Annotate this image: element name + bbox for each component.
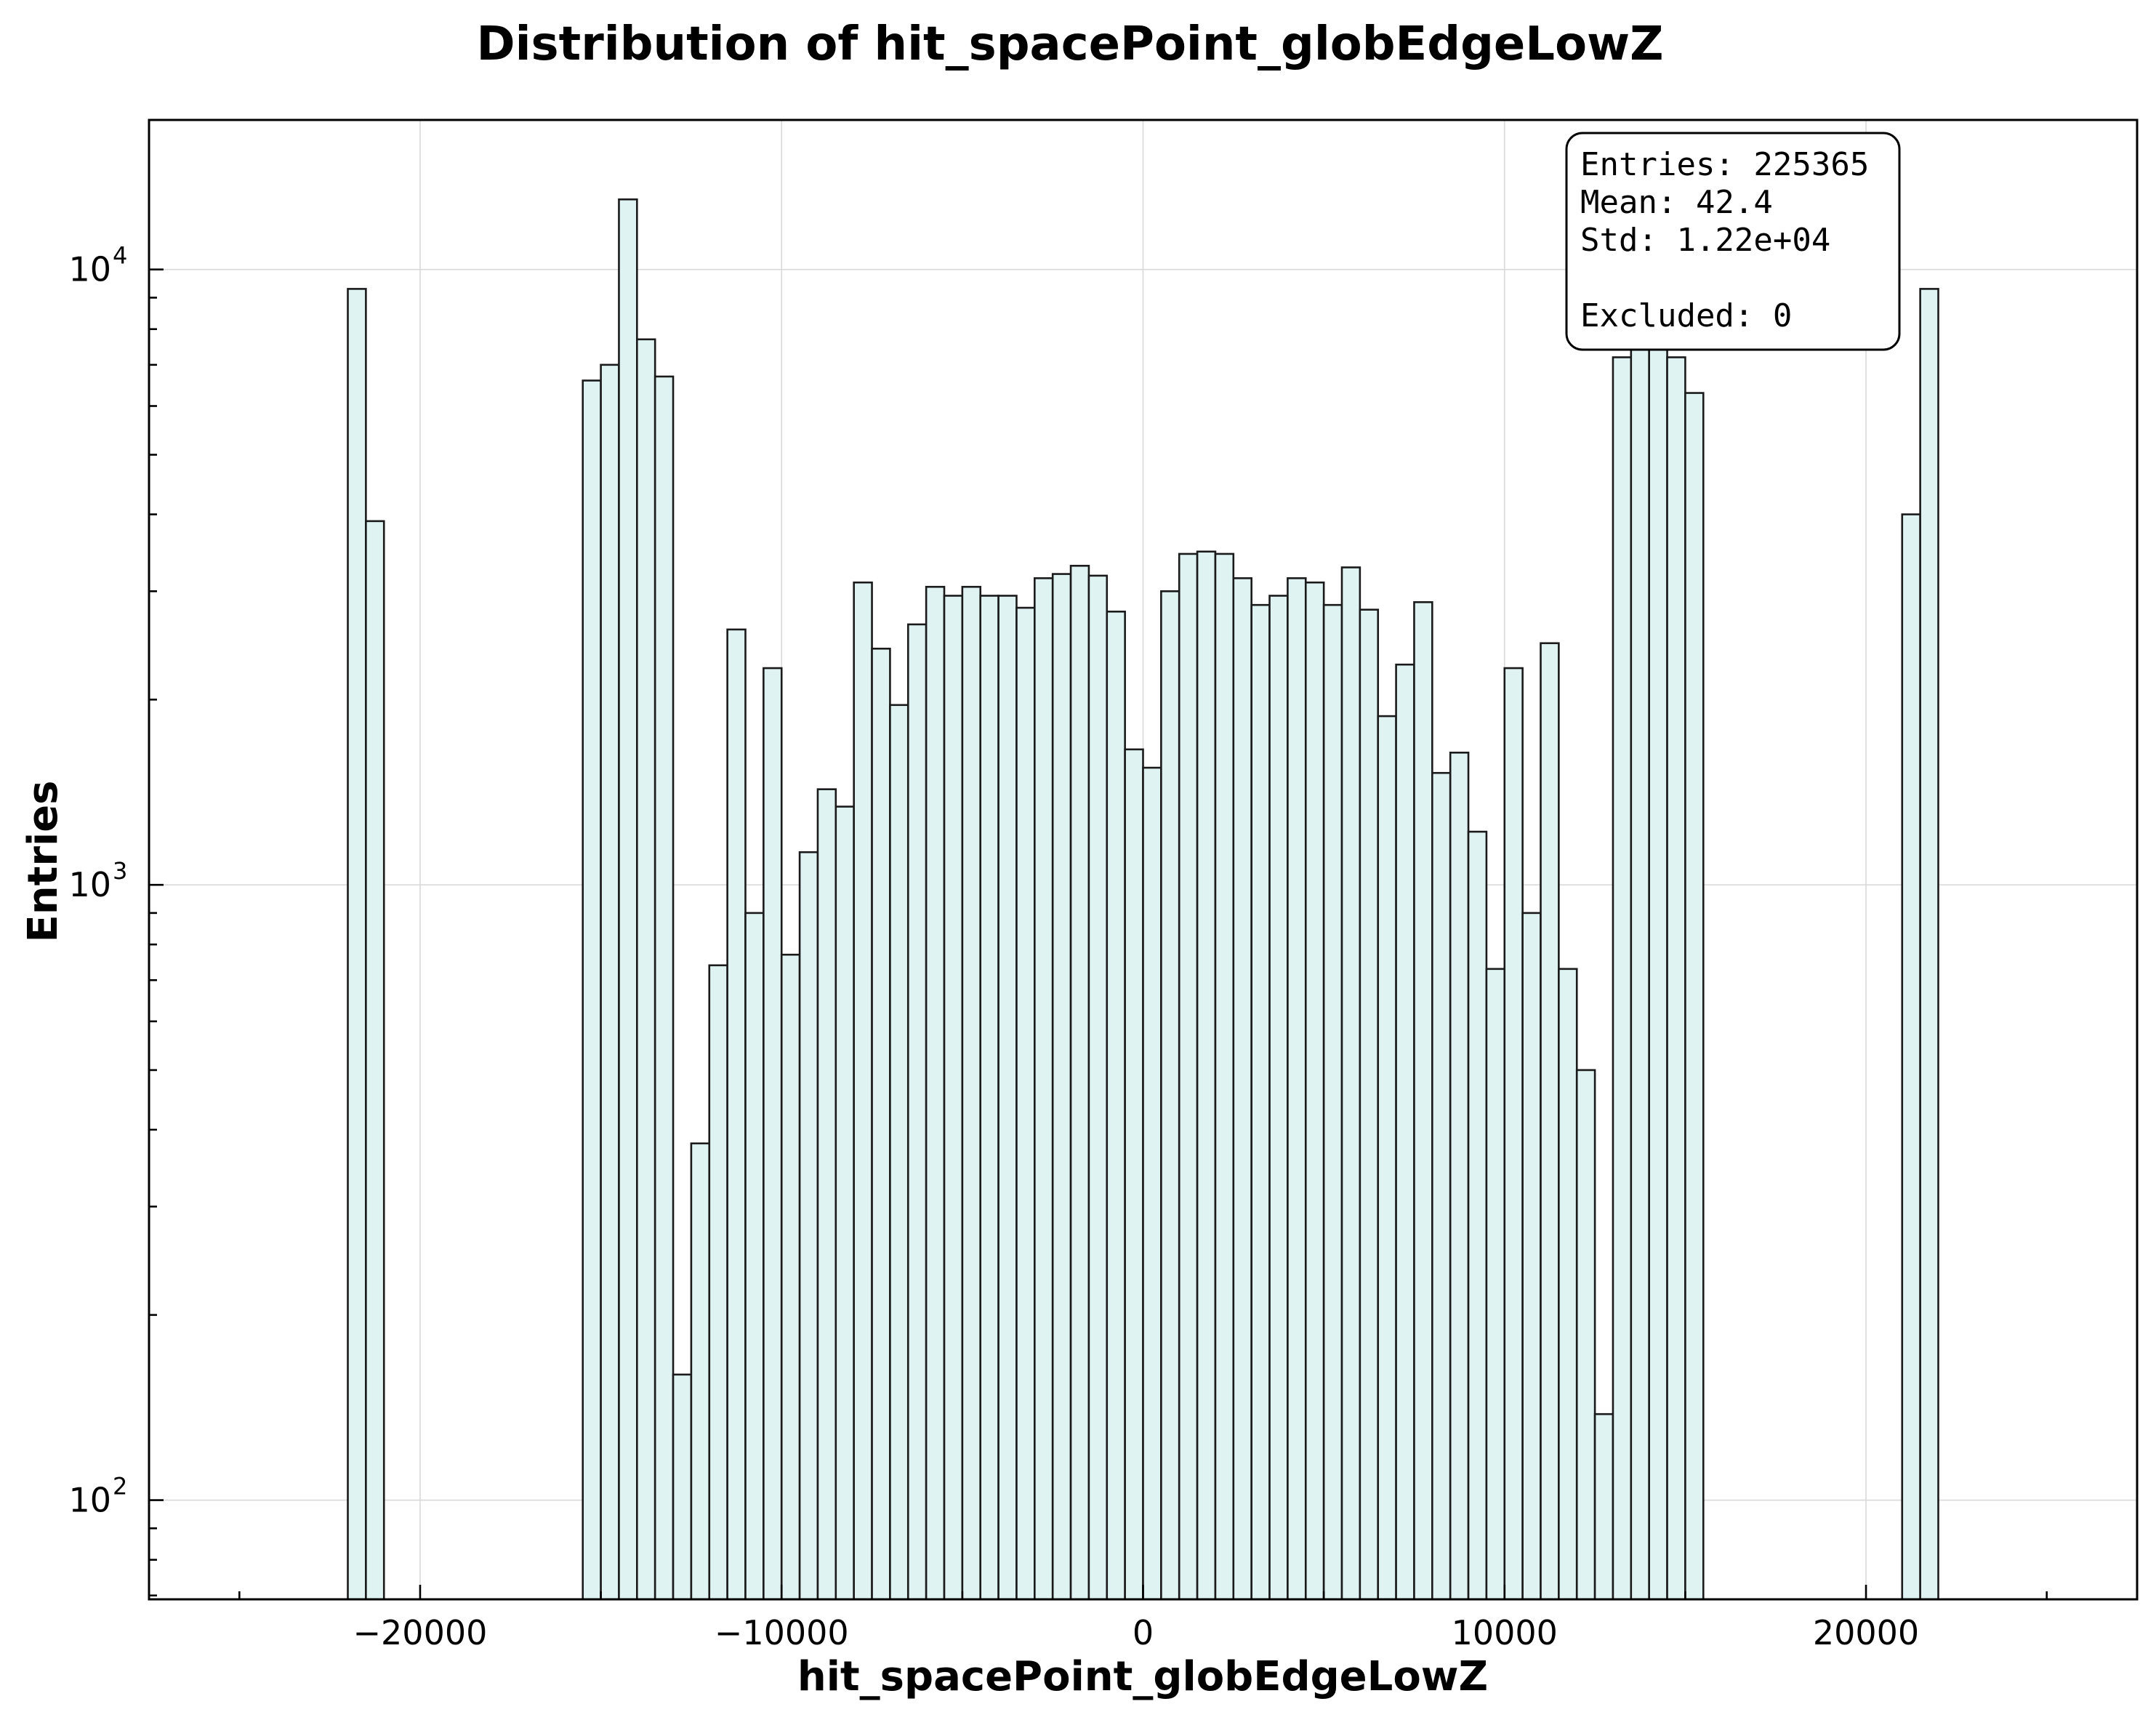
histogram-bar [906, 623, 928, 1601]
histogram-bar [871, 647, 891, 1601]
histogram-bar [816, 788, 837, 1601]
histogram-bar [365, 520, 385, 1601]
x-tick-label: −20000 [353, 1613, 488, 1652]
histogram-bar [834, 805, 855, 1601]
histogram-bar [1684, 392, 1705, 1601]
histogram-bar [1558, 968, 1578, 1601]
histogram-bar [618, 198, 638, 1601]
histogram-bar [1106, 610, 1126, 1601]
histogram-bar [1630, 345, 1650, 1601]
histogram-bar [1196, 550, 1217, 1601]
histogram-bar [853, 581, 873, 1601]
y-tick-exponent: 4 [113, 242, 127, 270]
histogram-bar [763, 667, 783, 1601]
histogram-bar [1304, 581, 1325, 1601]
histogram-bars [347, 188, 1939, 1601]
stats-entries: Entries: 225365 [1580, 146, 1869, 183]
stats-excluded: Excluded: 0 [1580, 297, 1792, 334]
histogram-bar [997, 595, 1018, 1601]
y-tick-exponent: 3 [113, 857, 127, 885]
histogram-bar [1034, 577, 1054, 1601]
histogram-bar [1015, 606, 1036, 1601]
histogram-bar [780, 953, 801, 1601]
histogram-bar [582, 379, 602, 1601]
histogram-bar [1232, 577, 1252, 1601]
x-tick-label: 0 [1133, 1613, 1154, 1652]
histogram-bar [347, 288, 367, 1601]
histogram-bar [1648, 188, 1668, 1601]
histogram-bar [1612, 356, 1633, 1601]
histogram-bar [1287, 577, 1307, 1601]
histogram-bar [1901, 513, 1921, 1601]
histogram-bar [1340, 566, 1361, 1601]
stats-box-frame [1565, 132, 1901, 351]
histogram-bar [925, 585, 946, 1601]
histogram-bar [1413, 601, 1433, 1601]
histogram-bar [1377, 715, 1397, 1601]
histogram-bar [636, 338, 656, 1601]
histogram-bar [1431, 771, 1452, 1601]
histogram-bar [1467, 830, 1488, 1601]
histogram-bar [1268, 595, 1289, 1601]
histogram-bar [1087, 574, 1109, 1601]
histogram-bar [1540, 642, 1560, 1601]
x-tick-label: 10000 [1452, 1613, 1558, 1652]
histogram-bar [1503, 667, 1524, 1601]
histogram-bar [979, 595, 999, 1601]
histogram-bar [961, 585, 982, 1601]
y-axis-label: Entries [20, 780, 67, 942]
histogram-bar [889, 704, 909, 1601]
histogram-bar [708, 964, 728, 1601]
histogram-bar [1521, 912, 1542, 1601]
histogram-bar [1575, 1069, 1596, 1601]
histogram-bar [600, 363, 620, 1601]
y-tick-exponent: 2 [113, 1473, 127, 1500]
stats-box: Entries: 225365 Mean: 42.4 Std: 1.22e+04… [1565, 132, 1901, 351]
histogram-bar [1485, 968, 1506, 1601]
histogram-bar [943, 595, 964, 1601]
histogram-bar [1124, 748, 1144, 1601]
histogram-bar [1051, 573, 1072, 1601]
histogram-bar [690, 1142, 711, 1601]
histogram-bar [1449, 752, 1470, 1601]
histogram-bar [798, 851, 819, 1601]
x-tick-label: −10000 [715, 1613, 849, 1652]
stats-std: Std: 1.22e+04 [1580, 222, 1830, 259]
stats-mean: Mean: 42.4 [1580, 184, 1773, 221]
histogram-bar [1593, 1412, 1614, 1601]
histogram-bar [1160, 590, 1180, 1601]
histogram-bar [1214, 552, 1235, 1601]
histogram-bar [653, 375, 675, 1601]
histogram-bar [1142, 766, 1162, 1601]
histogram-bar [744, 912, 765, 1601]
y-tick-label: 10 [68, 250, 111, 289]
chart-title: Distribution of hit_spacePoint_globEdgeL… [476, 17, 1663, 71]
histogram-bar [1250, 603, 1271, 1601]
histogram-bar [1666, 356, 1686, 1601]
histogram-bar [1069, 564, 1090, 1601]
histogram-bar [1395, 663, 1415, 1601]
histogram-bar [1919, 288, 1939, 1601]
x-tick-label: 20000 [1813, 1613, 1919, 1652]
histogram-bar [1178, 552, 1199, 1601]
histogram-bar [726, 628, 747, 1601]
x-axis-label: hit_spacePoint_globEdgeLowZ [797, 1653, 1488, 1700]
y-tick-label: 10 [68, 1481, 111, 1520]
histogram-bar [1322, 603, 1343, 1601]
histogram-bar [672, 1373, 693, 1601]
y-tick-label: 10 [68, 865, 111, 904]
histogram-bar [1359, 608, 1380, 1601]
